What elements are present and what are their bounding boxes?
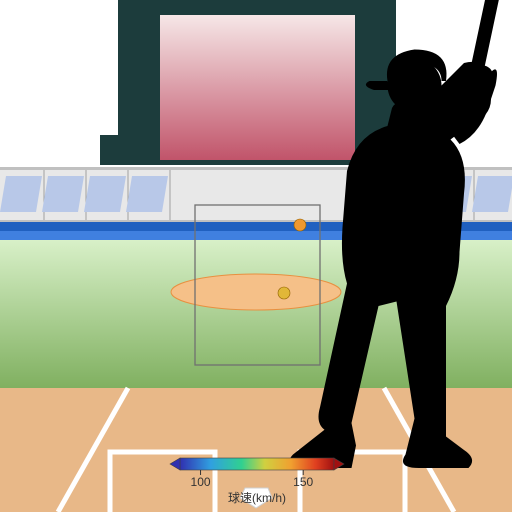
pitchers-mound — [171, 274, 341, 310]
legend-tick: 100 — [191, 475, 211, 489]
legend-tick: 150 — [293, 475, 313, 489]
pitch-marker — [278, 287, 290, 299]
speed-colorbar — [180, 458, 334, 470]
pitch-marker — [294, 219, 306, 231]
legend-title: 球速(km/h) — [228, 491, 286, 505]
stands-section — [126, 176, 168, 212]
stands-section — [84, 176, 126, 212]
stands-section — [42, 176, 84, 212]
scoreboard-screen — [160, 15, 355, 160]
stands-section — [0, 176, 42, 212]
stands-section — [472, 176, 512, 212]
